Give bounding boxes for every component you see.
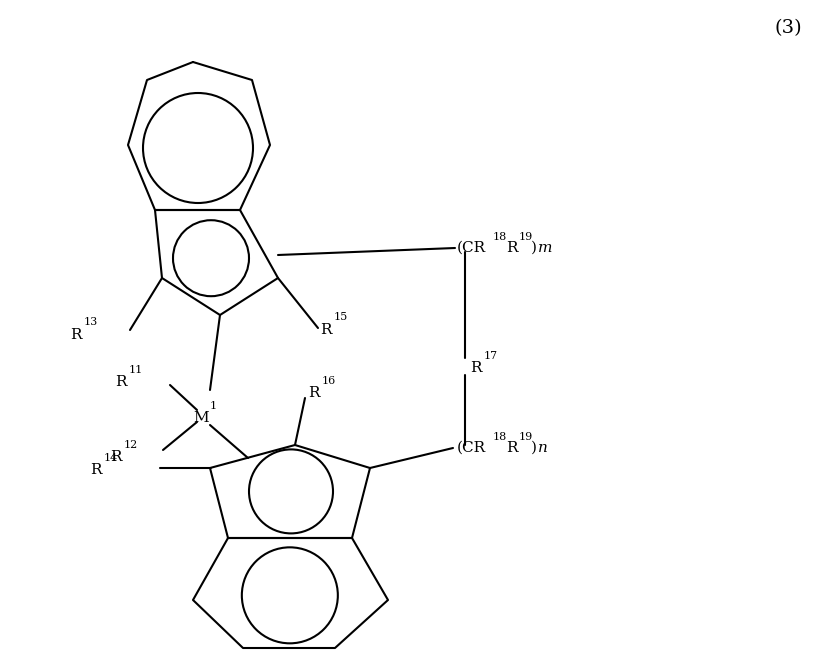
Text: 11: 11 (129, 365, 143, 375)
Text: m: m (538, 241, 553, 255)
Text: 19: 19 (519, 232, 534, 242)
Text: 1: 1 (210, 401, 217, 411)
Text: 14: 14 (104, 453, 118, 463)
Text: 13: 13 (84, 317, 98, 327)
Text: R: R (308, 386, 320, 400)
Text: n: n (538, 441, 548, 455)
Text: R: R (70, 328, 82, 342)
Text: 16: 16 (322, 376, 336, 386)
Text: 18: 18 (493, 432, 507, 442)
Text: (CR: (CR (457, 441, 487, 455)
Text: ): ) (531, 241, 537, 255)
Text: (CR: (CR (457, 241, 487, 255)
Text: R: R (110, 450, 121, 464)
Text: 17: 17 (484, 351, 498, 361)
Text: R: R (115, 375, 126, 389)
Text: 12: 12 (124, 440, 138, 450)
Text: R: R (506, 441, 518, 455)
Text: 18: 18 (493, 232, 507, 242)
Text: R: R (470, 361, 482, 375)
Text: 19: 19 (519, 432, 534, 442)
Text: R: R (90, 463, 102, 477)
Text: (3): (3) (775, 19, 803, 37)
Text: 15: 15 (334, 312, 349, 322)
Text: M: M (193, 411, 209, 425)
Text: ): ) (531, 441, 537, 455)
Text: R: R (506, 241, 518, 255)
Text: R: R (320, 323, 331, 337)
